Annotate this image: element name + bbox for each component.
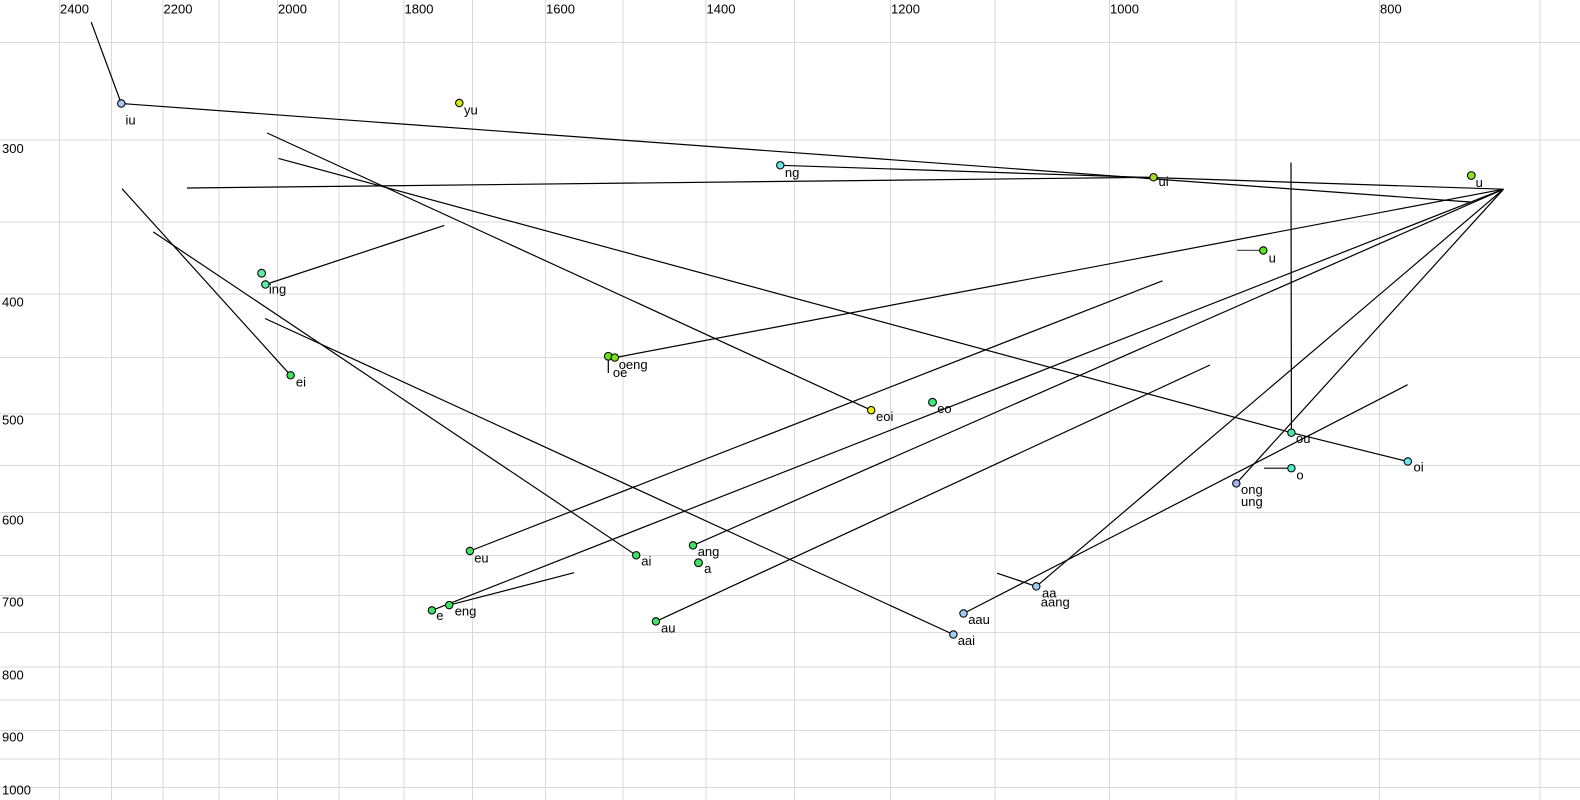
- svg-text:600: 600: [2, 513, 24, 528]
- svg-text:ung: ung: [1241, 494, 1263, 509]
- svg-text:aau: aau: [968, 612, 990, 627]
- svg-text:u: u: [1476, 175, 1483, 190]
- svg-text:1200: 1200: [891, 2, 920, 17]
- svg-text:1000: 1000: [2, 783, 31, 798]
- svg-text:2200: 2200: [164, 2, 193, 17]
- svg-text:e: e: [436, 608, 443, 623]
- svg-text:900: 900: [2, 730, 24, 745]
- svg-text:800: 800: [1380, 2, 1402, 17]
- svg-text:eng: eng: [455, 604, 477, 619]
- svg-text:aa: aa: [1042, 586, 1057, 601]
- svg-text:ong: ong: [1241, 482, 1263, 497]
- svg-text:eoi: eoi: [876, 409, 893, 424]
- svg-text:a: a: [704, 561, 712, 576]
- svg-text:aang: aang: [1041, 594, 1070, 609]
- svg-text:300: 300: [2, 141, 24, 156]
- svg-text:2400: 2400: [60, 2, 89, 17]
- svg-text:ing: ing: [269, 282, 286, 297]
- svg-text:o: o: [1296, 468, 1303, 483]
- svg-text:ng: ng: [785, 165, 799, 180]
- svg-text:1400: 1400: [707, 2, 736, 17]
- svg-text:ai: ai: [641, 554, 651, 569]
- svg-text:1600: 1600: [546, 2, 575, 17]
- svg-text:ang: ang: [698, 544, 720, 559]
- svg-text:2000: 2000: [278, 2, 307, 17]
- svg-text:700: 700: [2, 595, 24, 610]
- svg-text:eo: eo: [937, 401, 951, 416]
- svg-text:ui: ui: [1159, 174, 1169, 189]
- svg-text:au: au: [661, 620, 675, 635]
- svg-text:1800: 1800: [405, 2, 434, 17]
- svg-text:oeng: oeng: [619, 357, 648, 372]
- svg-text:u: u: [1269, 251, 1276, 266]
- svg-text:yu: yu: [464, 102, 478, 117]
- svg-text:aai: aai: [958, 633, 975, 648]
- svg-text:iu: iu: [126, 112, 136, 127]
- svg-text:oi: oi: [1414, 459, 1424, 474]
- svg-text:800: 800: [2, 668, 24, 683]
- svg-text:ou: ou: [1296, 431, 1310, 446]
- svg-text:oe: oe: [613, 365, 627, 380]
- svg-text:400: 400: [2, 295, 24, 310]
- svg-text:500: 500: [2, 413, 24, 428]
- svg-text:eu: eu: [474, 550, 488, 565]
- svg-text:1000: 1000: [1110, 2, 1139, 17]
- svg-text:ei: ei: [296, 374, 306, 389]
